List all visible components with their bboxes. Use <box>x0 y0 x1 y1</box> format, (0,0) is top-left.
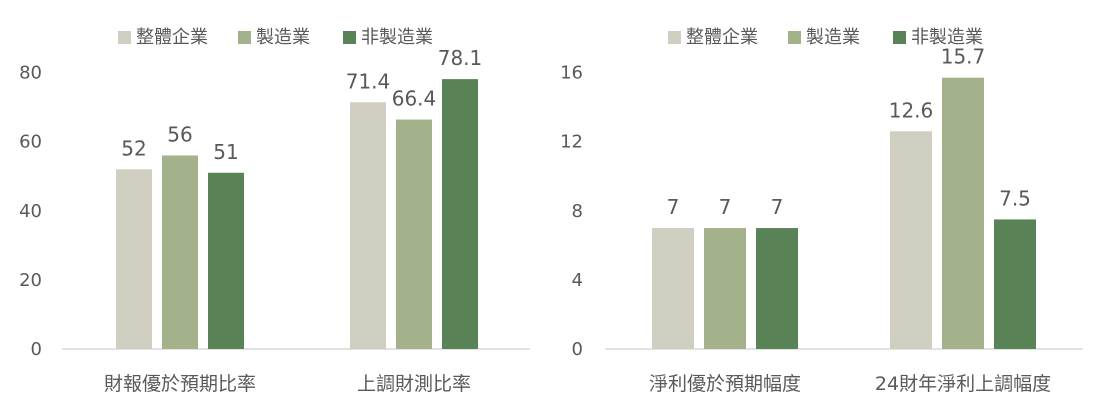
legend-label: 製造業 <box>806 27 860 48</box>
data-label: 52 <box>121 136 146 160</box>
bar <box>116 169 152 349</box>
data-label: 15.7 <box>941 45 986 69</box>
data-label: 12.6 <box>889 98 934 122</box>
bar <box>994 219 1036 349</box>
legend-swatch <box>118 31 131 44</box>
x-category-label: 上調財測比率 <box>357 373 471 395</box>
legend-label: 非製造業 <box>911 27 983 48</box>
data-label: 7 <box>667 195 680 219</box>
y-tick-label: 16 <box>560 63 583 84</box>
legend-swatch <box>788 31 801 44</box>
data-label: 51 <box>213 140 238 164</box>
y-tick-label: 80 <box>19 63 42 84</box>
data-label: 7 <box>719 195 732 219</box>
bar <box>350 102 386 349</box>
legend-label: 整體企業 <box>686 27 758 48</box>
chart-2: 整體企業 製造業 非製造業 0 4 8 12 16 7 7 7 淨利優於預期幅度 12.6 15.7 7.5… <box>560 27 1083 395</box>
legend-swatch <box>893 31 906 44</box>
bar <box>162 155 198 349</box>
legend-swatch <box>343 31 356 44</box>
bar <box>704 228 746 349</box>
bar <box>890 131 932 349</box>
x-category-label: 財報優於預期比率 <box>104 373 256 395</box>
chart-1: 整體企業 製造業 非製造業 0 20 40 60 80 52 56 51 財報優於預期比率 71.466… <box>19 27 530 395</box>
y-tick-label: 12 <box>560 132 583 153</box>
data-label: 7 <box>771 195 784 219</box>
bar <box>652 228 694 349</box>
legend: 整體企業 製造業 非製造業 <box>118 27 433 48</box>
x-category-label: 24財年淨利上調幅度 <box>875 373 1051 395</box>
legend-label: 整體企業 <box>136 27 208 48</box>
data-label: 78.1 <box>438 46 483 70</box>
bar <box>208 172 244 349</box>
y-tick-label: 60 <box>19 132 42 153</box>
bar <box>942 77 984 349</box>
bar <box>442 79 478 350</box>
data-label: 56 <box>167 122 192 146</box>
bar <box>756 228 798 349</box>
data-label: 7.5 <box>999 186 1031 210</box>
y-tick-label: 4 <box>572 270 583 291</box>
data-label: 66.4 <box>392 87 437 111</box>
legend-swatch <box>238 31 251 44</box>
legend-swatch <box>668 31 681 44</box>
y-tick-label: 0 <box>572 339 583 360</box>
y-tick-label: 40 <box>19 201 42 222</box>
y-tick-label: 20 <box>19 270 42 291</box>
bar <box>396 119 432 349</box>
legend: 整體企業 製造業 非製造業 <box>668 27 983 48</box>
legend-label: 製造業 <box>256 27 310 48</box>
legend-label: 非製造業 <box>361 27 433 48</box>
data-label: 71.4 <box>346 69 391 93</box>
y-tick-label: 8 <box>572 201 583 222</box>
x-category-label: 淨利優於預期幅度 <box>649 373 801 395</box>
y-tick-label: 0 <box>31 339 42 360</box>
